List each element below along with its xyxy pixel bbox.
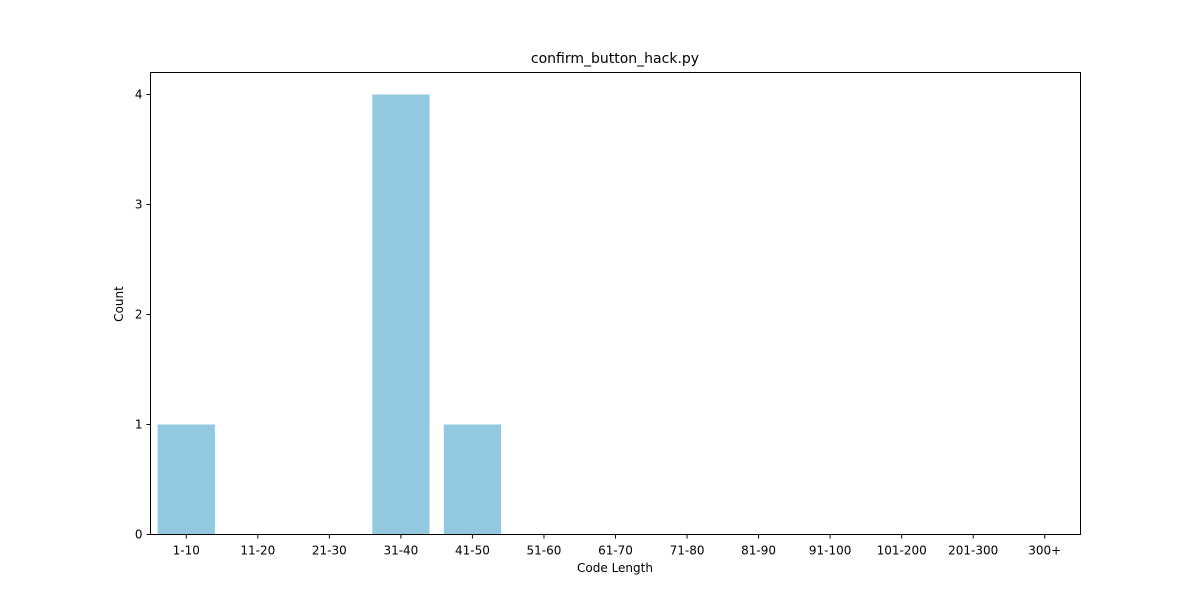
bar-41-50	[443, 424, 502, 535]
x-tick-label: 51-60	[527, 544, 562, 558]
x-tick-label: 41-50	[455, 544, 490, 558]
y-tick-label: 2	[135, 308, 143, 322]
x-tick-label: 71-80	[670, 544, 705, 558]
bars-layer	[157, 94, 502, 535]
x-tick-label: 61-70	[598, 544, 633, 558]
x-tick-label: 201-300	[948, 544, 998, 558]
y-tick-label: 4	[135, 88, 143, 102]
bar-1-10	[157, 424, 215, 535]
x-tick-label: 81-90	[741, 544, 776, 558]
y-tick-label: 0	[135, 528, 143, 542]
y-axis: 0 1 2 3 4	[135, 88, 151, 542]
x-tick-label: 91-100	[809, 544, 852, 558]
y-tick-label: 3	[135, 198, 143, 212]
x-tick-label: 1-10	[173, 544, 200, 558]
x-tick-label: 11-20	[240, 544, 275, 558]
y-tick-label: 1	[135, 418, 143, 432]
y-axis-label: Count	[112, 286, 126, 322]
x-tick-label: 101-200	[877, 544, 927, 558]
x-tick-label: 300+	[1028, 544, 1061, 558]
x-tick-label: 21-30	[312, 544, 347, 558]
chart-title: confirm_button_hack.py	[531, 51, 699, 67]
x-axis-label: Code Length	[577, 561, 653, 575]
bar-31-40	[372, 94, 430, 535]
x-axis: 1-10 11-20 21-30 31-40 41-50 51-60 61-70 71-80 8…	[173, 534, 1061, 558]
x-tick-label: 31-40	[383, 544, 418, 558]
plot-frame	[150, 72, 1081, 535]
